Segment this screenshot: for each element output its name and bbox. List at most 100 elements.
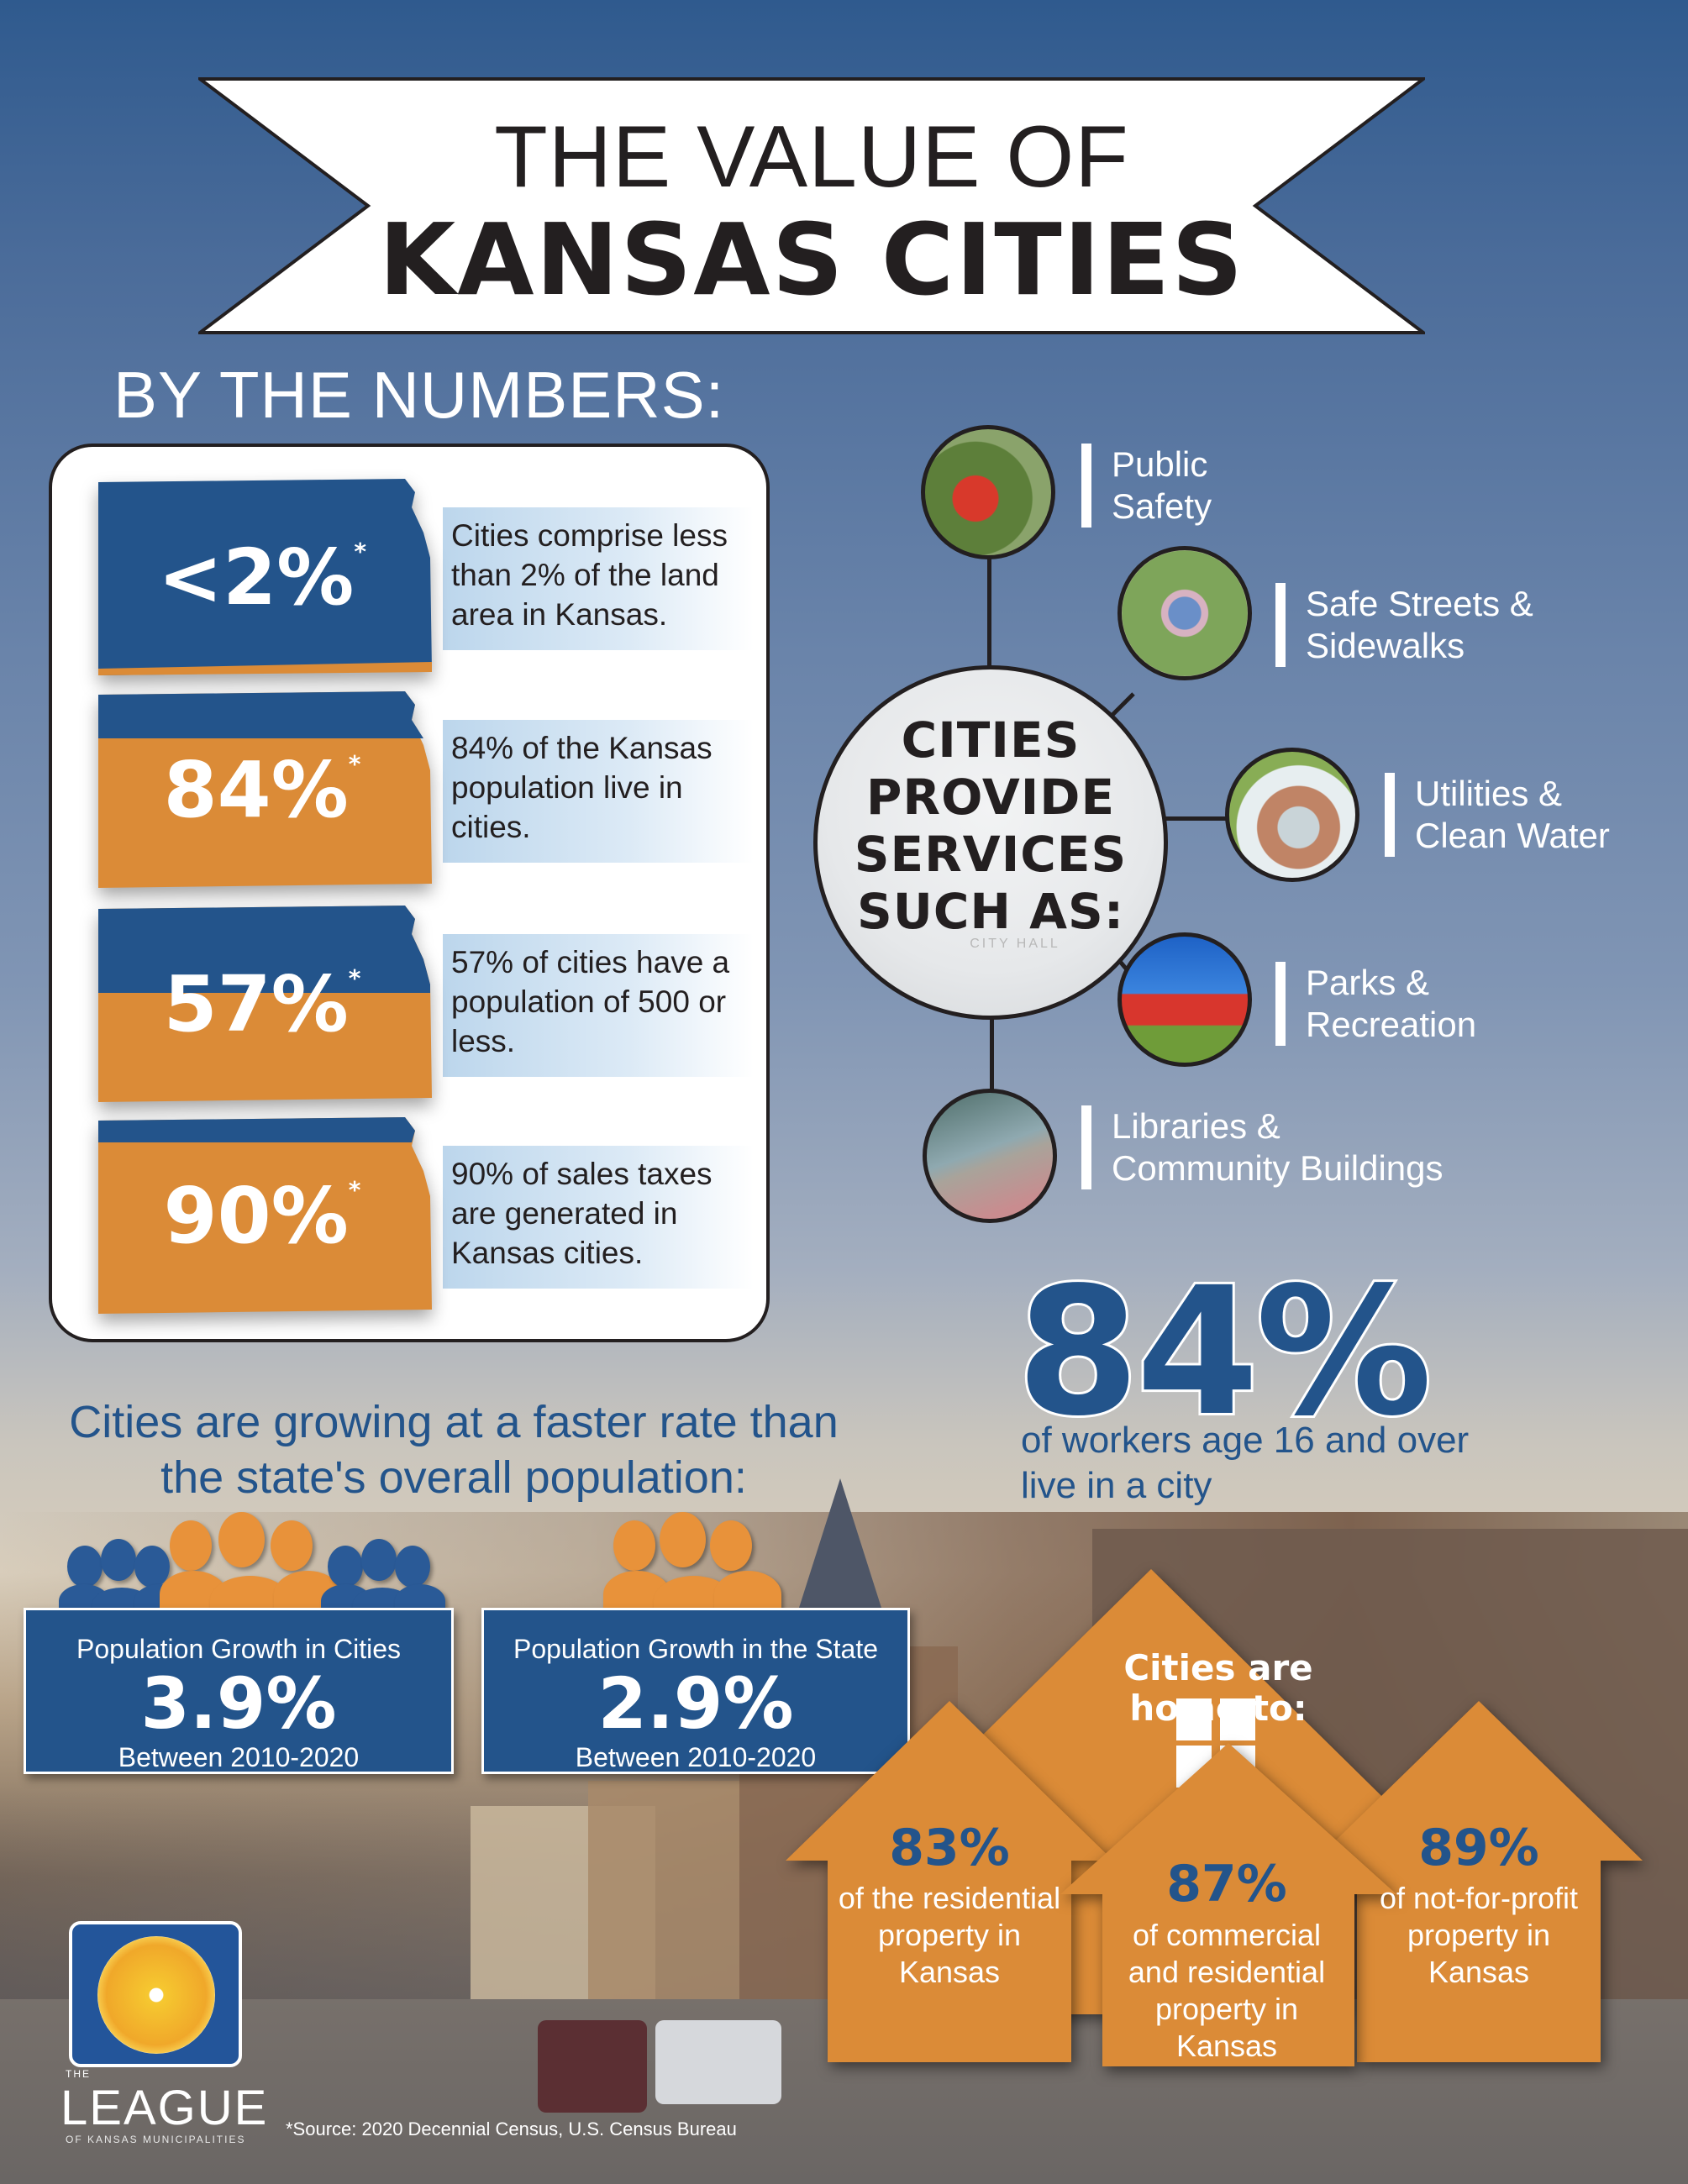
footnote-star: * xyxy=(354,538,366,565)
window-icon xyxy=(1176,1698,1212,1740)
growth-box-value: 3.9% xyxy=(140,1662,337,1745)
stat-value: 90% xyxy=(163,1171,349,1261)
home-stat-description: of the residential property in Kansas xyxy=(828,1880,1071,1991)
logo-wordmark: LEAGUE xyxy=(60,2081,269,2135)
service-label-line: Safe Streets & xyxy=(1306,584,1533,623)
stat-description: 84% of the Kansas population live in cit… xyxy=(451,731,713,844)
service-label-line: Parks & xyxy=(1306,963,1430,1002)
playground-photo-icon xyxy=(1117,932,1252,1067)
stat-population: 84%* 84% of the Kansas population live i… xyxy=(94,686,754,888)
growth-heading-line: Cities are growing at a faster rate than xyxy=(69,1397,839,1447)
service-label-public-safety: Public Safety xyxy=(1081,444,1212,528)
home-stat-value: 89% xyxy=(1418,1819,1539,1877)
suv-photo xyxy=(655,2020,781,2104)
source-footnote: *Source: 2020 Decennial Census, U.S. Cen… xyxy=(286,2118,737,2139)
kansas-map-icon xyxy=(94,474,447,675)
center-line: CITIES xyxy=(901,711,1081,769)
growth-box-value: 2.9% xyxy=(597,1662,794,1745)
city-hall-sign: CITY HALL xyxy=(970,937,1060,951)
workers-percent: 84% xyxy=(1014,1249,1435,1455)
logo-subtitle: OF KANSAS MUNICIPALITIES xyxy=(66,2134,246,2145)
title-line-1: THE VALUE OF xyxy=(494,108,1129,206)
services-center-text: CITIES PROVIDE SERVICES SUCH AS: xyxy=(818,711,1164,940)
kansas-map-icon xyxy=(94,1112,447,1314)
home-stat-line: of the residential xyxy=(838,1881,1061,1915)
service-label-line: Recreation xyxy=(1306,1005,1477,1044)
people-group-icon xyxy=(597,1512,781,1626)
title-banner: THE VALUE OF KANSAS CITIES xyxy=(198,77,1425,334)
home-stat-line: and residential xyxy=(1128,1955,1326,1989)
logo-the: THE xyxy=(66,2068,91,2080)
growth-box-period: Between 2010-2020 xyxy=(118,1742,360,1772)
workers-line: of workers age 16 and over xyxy=(1021,1420,1470,1461)
home-stat-line: property in xyxy=(1154,1992,1299,2026)
house-nonprofit-icon xyxy=(1315,1701,1643,2062)
stat-sales-taxes: 90%* 90% of sales taxes are generated in… xyxy=(94,1112,754,1314)
stat-small-cities: 57%* 57% of cities have a population of … xyxy=(94,900,754,1102)
growth-box-label: Population Growth in the State xyxy=(513,1634,879,1664)
home-stat-line: of commercial xyxy=(1132,1918,1322,1952)
people-group-icon xyxy=(50,1512,445,1626)
service-label-parks: Parks & Recreation xyxy=(1275,962,1476,1046)
wagon-wheel-icon xyxy=(97,1936,215,2054)
service-label-safe-streets: Safe Streets & Sidewalks xyxy=(1275,583,1533,667)
truck-photo xyxy=(538,2020,647,2113)
stat-value: <2% xyxy=(158,533,355,622)
homes-heading: Cities are home to: xyxy=(1084,1648,1353,1729)
footnote-star: * xyxy=(348,1176,361,1204)
footnote-star: * xyxy=(348,750,361,778)
home-stat-line: Kansas xyxy=(1428,1955,1530,1989)
growth-box-state: Population Growth in the State 2.9% Betw… xyxy=(481,1608,910,1774)
home-stat-value: 87% xyxy=(1166,1855,1287,1914)
connector-line xyxy=(990,1012,994,1147)
stat-description: 57% of cities have a population of 500 o… xyxy=(451,945,730,1058)
service-label-line: Utilities & xyxy=(1415,774,1563,813)
services-center-circle: CITIES PROVIDE SERVICES SUCH AS: CITY HA… xyxy=(813,665,1168,1020)
workers-description: of workers age 16 and over live in a cit… xyxy=(1021,1418,1542,1509)
service-label-line: Clean Water xyxy=(1415,816,1610,855)
stat-desc-background xyxy=(443,934,754,1077)
window-icon xyxy=(1220,1698,1255,1740)
center-line: SUCH AS: xyxy=(856,883,1125,940)
banner-shape xyxy=(198,77,1425,334)
homes-heading-line: home to: xyxy=(1129,1688,1307,1729)
home-stat-line: property in xyxy=(1407,1918,1551,1952)
service-label-utilities: Utilities & Clean Water xyxy=(1385,773,1610,857)
service-label-line: Libraries & xyxy=(1112,1106,1280,1146)
stat-desc-background xyxy=(443,507,754,650)
growth-heading-line: the state's overall population: xyxy=(160,1452,747,1503)
service-label-libraries: Libraries & Community Buildings xyxy=(1081,1105,1443,1189)
library-photo-icon xyxy=(923,1089,1057,1223)
service-label-line: Sidewalks xyxy=(1306,626,1465,665)
connector-line xyxy=(1164,816,1227,821)
building-photo xyxy=(588,1781,739,2033)
stat-desc-background xyxy=(443,1146,754,1289)
connector-line xyxy=(987,504,991,672)
kansas-map-icon xyxy=(94,900,447,1102)
home-stat-value: 83% xyxy=(889,1819,1010,1877)
service-label-line: Public xyxy=(1112,444,1208,484)
home-stat-description: of not-for-profit property in Kansas xyxy=(1357,1880,1601,1991)
growth-heading: Cities are growing at a faster rate than… xyxy=(34,1394,874,1505)
family-walking-photo-icon xyxy=(1117,546,1252,680)
service-label-line: Community Buildings xyxy=(1112,1148,1443,1188)
home-stat-line: Kansas xyxy=(898,1955,1001,1989)
growth-box-label: Population Growth in Cities xyxy=(76,1634,401,1664)
growth-box-cities: Population Growth in Cities 3.9% Between… xyxy=(24,1608,454,1774)
house-commercial-icon xyxy=(1060,1743,1396,2066)
home-stat-line: Kansas xyxy=(1175,2029,1278,2063)
workers-line: live in a city xyxy=(1021,1465,1212,1506)
home-stat-line: of not-for-profit xyxy=(1379,1881,1579,1915)
fire-truck-photo-icon xyxy=(921,425,1055,559)
service-label-line: Safety xyxy=(1112,486,1212,526)
league-logo xyxy=(69,1921,242,2067)
center-line: SERVICES xyxy=(854,826,1128,883)
stat-desc-background xyxy=(443,720,754,863)
numbers-card: <2%* Cities comprise less than 2% of the… xyxy=(49,444,770,1342)
homes-heading-line: Cities are xyxy=(1123,1647,1313,1688)
stat-description: 90% of sales taxes are generated in Kans… xyxy=(451,1157,713,1270)
center-line: PROVIDE xyxy=(865,769,1116,826)
house-residential-icon xyxy=(786,1701,1113,2062)
kansas-map-icon xyxy=(94,686,447,888)
stat-land-area: <2%* Cities comprise less than 2% of the… xyxy=(94,474,754,675)
